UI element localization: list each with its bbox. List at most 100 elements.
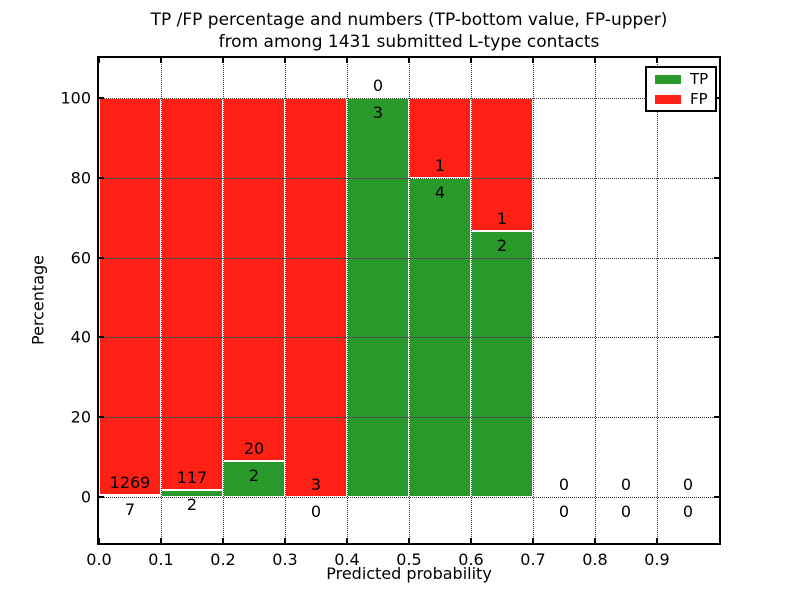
y-tick-mark xyxy=(714,336,719,339)
y-tick-label: 40 xyxy=(70,327,91,347)
gridline-vertical xyxy=(161,58,162,543)
x-tick-mark xyxy=(222,538,224,543)
gridline-horizontal xyxy=(99,417,719,419)
x-tick-mark xyxy=(656,538,658,543)
y-tick-mark xyxy=(99,256,104,259)
tp-bar xyxy=(223,460,285,498)
gridline-vertical xyxy=(223,58,224,543)
tp-count-label: 2 xyxy=(248,465,260,485)
fp-count-label: 1269 xyxy=(109,472,151,492)
x-tick-label: 0.0 xyxy=(86,550,112,569)
y-tick-label: 100 xyxy=(60,88,91,108)
gridline-vertical xyxy=(285,58,286,543)
fp-count-label: 20 xyxy=(243,438,265,458)
gridline-horizontal xyxy=(99,97,719,99)
gridline-horizontal xyxy=(99,337,719,339)
x-tick-label: 0.8 xyxy=(582,550,608,569)
gridline-vertical xyxy=(347,58,348,543)
gridline-vertical xyxy=(409,58,410,543)
chart-title-line2: from among 1431 submitted L-type contact… xyxy=(218,32,600,52)
gridline-vertical xyxy=(595,58,596,543)
tp-legend-swatch xyxy=(655,74,681,84)
x-tick-mark xyxy=(470,58,472,63)
x-tick-mark xyxy=(222,58,224,63)
fp-legend-label: FP xyxy=(690,89,708,108)
fp-bar xyxy=(99,97,161,495)
gridline-vertical xyxy=(533,58,534,543)
tp-count-label: 0 xyxy=(620,502,632,522)
fp-count-label: 117 xyxy=(176,468,208,488)
tp-count-label: 0 xyxy=(558,502,570,522)
x-tick-mark xyxy=(284,58,286,63)
y-tick-mark xyxy=(714,256,719,259)
y-tick-mark xyxy=(714,496,719,499)
fp-count-label: 0 xyxy=(682,475,694,495)
tp-count-label: 4 xyxy=(434,182,446,202)
x-tick-mark xyxy=(346,58,348,63)
tp-count-label: 7 xyxy=(124,499,136,519)
fp-count-label: 0 xyxy=(372,75,384,95)
x-tick-label: 0.3 xyxy=(272,550,298,569)
x-tick-label: 0.4 xyxy=(334,550,360,569)
y-tick-label: 80 xyxy=(70,168,91,188)
x-tick-label: 0.1 xyxy=(148,550,174,569)
gridline-vertical xyxy=(471,58,472,543)
plot-area: TP FP 0.0 0.1 0.2 0.3 0.4 0.5 0.6 0.7 0.8 0.9 0 20 4… xyxy=(60,56,721,569)
x-axis-label: Predicted probability xyxy=(326,564,492,583)
chart-title: TP /FP percentage and numbers (TP-bottom… xyxy=(97,9,721,53)
fp-legend-swatch xyxy=(655,94,681,104)
fp-count-label: 0 xyxy=(558,475,570,495)
y-tick-mark xyxy=(714,176,719,179)
x-tick-mark xyxy=(98,538,100,543)
x-tick-mark xyxy=(160,538,162,543)
gridline-horizontal xyxy=(99,497,719,499)
y-tick-label: 0 xyxy=(80,487,91,507)
y-tick-mark xyxy=(99,416,104,419)
fp-count-label: 1 xyxy=(496,208,508,228)
x-tick-mark xyxy=(470,538,472,543)
tp-count-label: 0 xyxy=(682,502,694,522)
x-tick-label: 0.9 xyxy=(644,550,670,569)
chart-title-line1: TP /FP percentage and numbers (TP-bottom… xyxy=(150,10,668,30)
y-tick-label: 20 xyxy=(70,407,91,427)
tp-count-label: 2 xyxy=(186,495,198,515)
x-tick-mark xyxy=(284,538,286,543)
tp-bar xyxy=(471,230,533,498)
y-tick-label: 60 xyxy=(70,248,91,268)
x-tick-label: 0.6 xyxy=(458,550,484,569)
gridline-horizontal xyxy=(99,177,719,179)
x-tick-mark xyxy=(656,58,658,63)
gridline-vertical xyxy=(657,58,658,543)
x-tick-label: 0.7 xyxy=(520,550,546,569)
fp-bar xyxy=(223,97,285,461)
tp-count-label: 0 xyxy=(310,502,322,522)
fp-count-label: 3 xyxy=(310,475,322,495)
fp-bar xyxy=(161,97,223,491)
x-tick-mark xyxy=(98,58,100,63)
x-tick-mark xyxy=(408,58,410,63)
tp-count-label: 3 xyxy=(372,102,384,122)
x-tick-mark xyxy=(532,538,534,543)
y-tick-mark xyxy=(714,416,719,419)
y-tick-mark xyxy=(99,336,104,339)
x-tick-mark xyxy=(346,538,348,543)
fp-bar xyxy=(285,97,347,498)
tp-legend-label: TP xyxy=(690,69,709,88)
x-tick-mark xyxy=(594,538,596,543)
x-tick-mark xyxy=(408,538,410,543)
y-tick-mark xyxy=(99,96,104,99)
fp-bar xyxy=(409,97,471,178)
legend-entry-tp: TP xyxy=(655,69,715,88)
fp-count-label: 1 xyxy=(434,155,446,175)
y-tick-mark xyxy=(99,176,104,179)
fp-count-label: 0 xyxy=(620,475,632,495)
tp-bar xyxy=(347,97,409,498)
legend: TP FP xyxy=(645,66,717,112)
x-tick-mark xyxy=(532,58,534,63)
x-tick-label: 0.2 xyxy=(210,550,236,569)
x-tick-mark xyxy=(594,58,596,63)
x-tick-mark xyxy=(160,58,162,63)
y-tick-mark xyxy=(99,496,104,499)
tp-count-label: 2 xyxy=(496,235,508,255)
